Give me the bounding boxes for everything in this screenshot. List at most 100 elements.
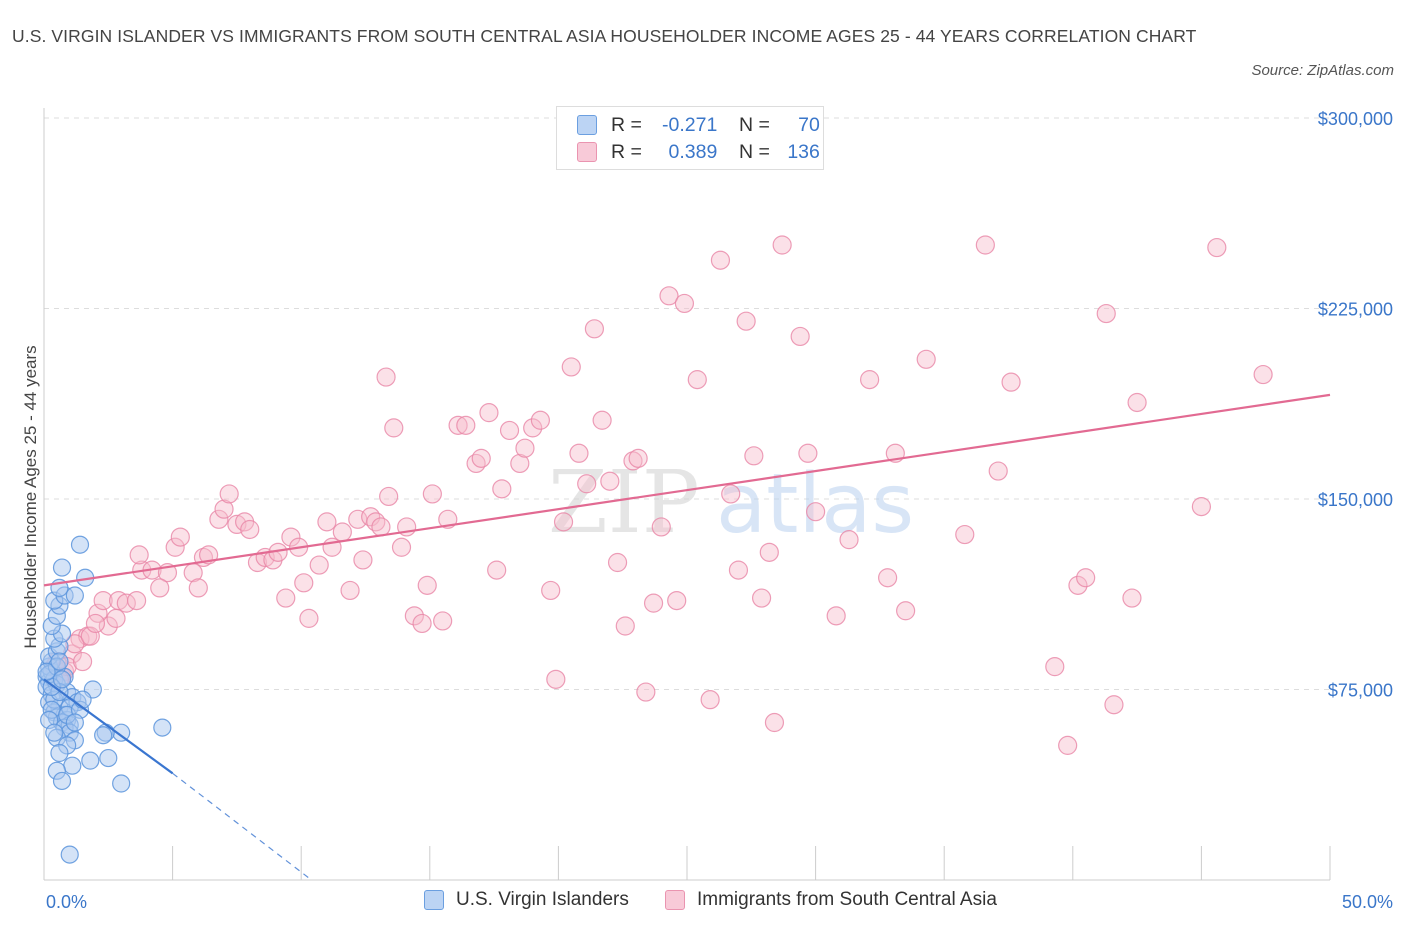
y-tick-label: $75,000 xyxy=(1328,681,1393,701)
data-point-south-central-asia xyxy=(1253,364,1273,385)
data-point-south-central-asia xyxy=(276,588,296,608)
data-point-south-central-asia xyxy=(530,410,550,430)
data-point-south-central-asia xyxy=(584,319,605,339)
data-point-virgin-islanders xyxy=(65,586,84,605)
series-legend: U.S. Virgin Islanders Immigrants from So… xyxy=(0,889,1406,915)
data-point-south-central-asia xyxy=(736,311,756,331)
data-point-south-central-asia xyxy=(299,608,319,628)
data-point-south-central-asia xyxy=(805,502,826,522)
x-tick-label: 0.0% xyxy=(46,892,87,912)
data-point-south-central-asia xyxy=(1127,392,1147,413)
data-point-south-central-asia xyxy=(1207,237,1227,258)
data-point-south-central-asia xyxy=(456,415,476,435)
legend-n-value: 70 xyxy=(798,113,820,136)
y-tick-labels: $75,000 $150,000 $225,000 $300,000 xyxy=(1318,109,1393,701)
legend-n-label: N = xyxy=(738,113,770,136)
data-point-virgin-islanders xyxy=(45,723,64,742)
data-point-virgin-islanders xyxy=(50,743,69,763)
trend-line-south-central-asia xyxy=(43,393,1331,587)
data-point-virgin-islanders xyxy=(112,774,131,793)
data-point-south-central-asia xyxy=(721,484,741,504)
data-point-virgin-islanders xyxy=(70,535,90,554)
data-point-south-central-asia xyxy=(628,448,648,468)
data-point-virgin-islanders xyxy=(73,690,92,709)
data-point-virgin-islanders xyxy=(153,718,172,737)
data-point-south-central-asia xyxy=(826,606,846,626)
data-point-south-central-asia xyxy=(93,590,113,611)
y-axis-label: Householder Income Ages 25 - 44 years xyxy=(21,345,40,648)
data-point-virgin-islanders xyxy=(63,756,82,775)
legend-r-label: R = xyxy=(611,113,642,136)
data-point-south-central-asia xyxy=(412,613,432,634)
legend-label-south-central-asia: Immigrants from South Central Asia xyxy=(697,889,997,910)
data-point-south-central-asia xyxy=(281,527,301,547)
data-point-south-central-asia xyxy=(1076,568,1096,588)
data-point-south-central-asia xyxy=(340,580,360,601)
data-point-south-central-asia xyxy=(1001,372,1021,392)
data-point-south-central-asia xyxy=(515,438,535,458)
data-point-south-central-asia xyxy=(728,560,749,580)
data-point-virgin-islanders xyxy=(52,558,72,577)
data-point-south-central-asia xyxy=(332,522,352,542)
data-point-south-central-asia xyxy=(150,578,170,598)
data-point-south-central-asia xyxy=(674,293,695,314)
legend-n-value: 136 xyxy=(787,140,820,163)
data-point-south-central-asia xyxy=(433,611,453,631)
data-point-south-central-asia xyxy=(376,367,396,387)
data-point-south-central-asia xyxy=(165,537,185,557)
data-point-south-central-asia xyxy=(487,560,507,580)
data-point-south-central-asia xyxy=(916,349,936,369)
watermark-zip: ZIP xyxy=(548,453,700,553)
chart-title: U.S. VIRGIN ISLANDER VS IMMIGRANTS FROM … xyxy=(12,26,1197,46)
data-point-virgin-islanders xyxy=(81,751,100,770)
legend-row-south-central-asia: R = 0.389 N = 136 xyxy=(577,139,820,165)
data-point-south-central-asia xyxy=(790,326,810,347)
data-point-south-central-asia xyxy=(361,507,381,527)
data-point-south-central-asia xyxy=(309,555,329,575)
legend-label-virgin-islanders: U.S. Virgin Islanders xyxy=(456,889,629,910)
data-point-south-central-asia xyxy=(510,453,530,474)
data-point-south-central-asia xyxy=(896,601,916,621)
data-point-south-central-asia xyxy=(371,517,391,537)
data-point-south-central-asia xyxy=(561,357,581,377)
data-point-south-central-asia xyxy=(219,484,239,504)
y-tick-label: $300,000 xyxy=(1318,109,1393,129)
data-point-south-central-asia xyxy=(975,235,995,255)
data-point-south-central-asia xyxy=(170,527,190,547)
legend-row-virgin-islanders: R = -0.271 N = 70 xyxy=(577,112,820,138)
data-point-south-central-asia xyxy=(317,512,337,532)
data-point-south-central-asia xyxy=(209,509,229,529)
data-point-south-central-asia xyxy=(227,514,247,535)
y-tick-label: $150,000 xyxy=(1318,490,1393,510)
data-point-south-central-asia xyxy=(546,669,566,689)
grid-lines xyxy=(44,117,1330,690)
legend-r-value: -0.271 xyxy=(662,113,718,136)
data-point-south-central-asia xyxy=(710,250,731,270)
data-point-south-central-asia xyxy=(1122,588,1142,608)
y-tick-label: $225,000 xyxy=(1318,300,1393,320)
legend-swatch-pink xyxy=(577,142,597,162)
data-point-south-central-asia xyxy=(294,573,314,593)
legend-swatch-blue xyxy=(577,115,597,135)
data-point-virgin-islanders xyxy=(50,652,69,671)
data-point-south-central-asia xyxy=(878,568,898,588)
data-point-south-central-asia xyxy=(188,578,208,598)
source-label: Source: ZipAtlas.com xyxy=(1251,62,1394,79)
data-point-south-central-asia xyxy=(106,608,126,628)
data-point-south-central-asia xyxy=(600,471,620,491)
data-point-virgin-islanders xyxy=(52,670,72,689)
data-point-south-central-asia xyxy=(523,418,543,438)
data-point-south-central-asia xyxy=(577,474,597,494)
data-point-south-central-asia xyxy=(422,484,442,504)
x-tick-label: 50.0% xyxy=(1342,892,1393,912)
data-point-virgin-islanders xyxy=(60,845,79,864)
data-point-south-central-asia xyxy=(687,370,707,390)
data-point-south-central-asia xyxy=(759,542,779,562)
data-point-south-central-asia xyxy=(636,682,656,702)
data-point-south-central-asia xyxy=(988,461,1008,481)
data-point-south-central-asia xyxy=(240,519,260,540)
data-point-south-central-asia xyxy=(353,550,373,570)
data-point-south-central-asia xyxy=(798,443,818,463)
data-point-south-central-asia xyxy=(1068,575,1088,595)
